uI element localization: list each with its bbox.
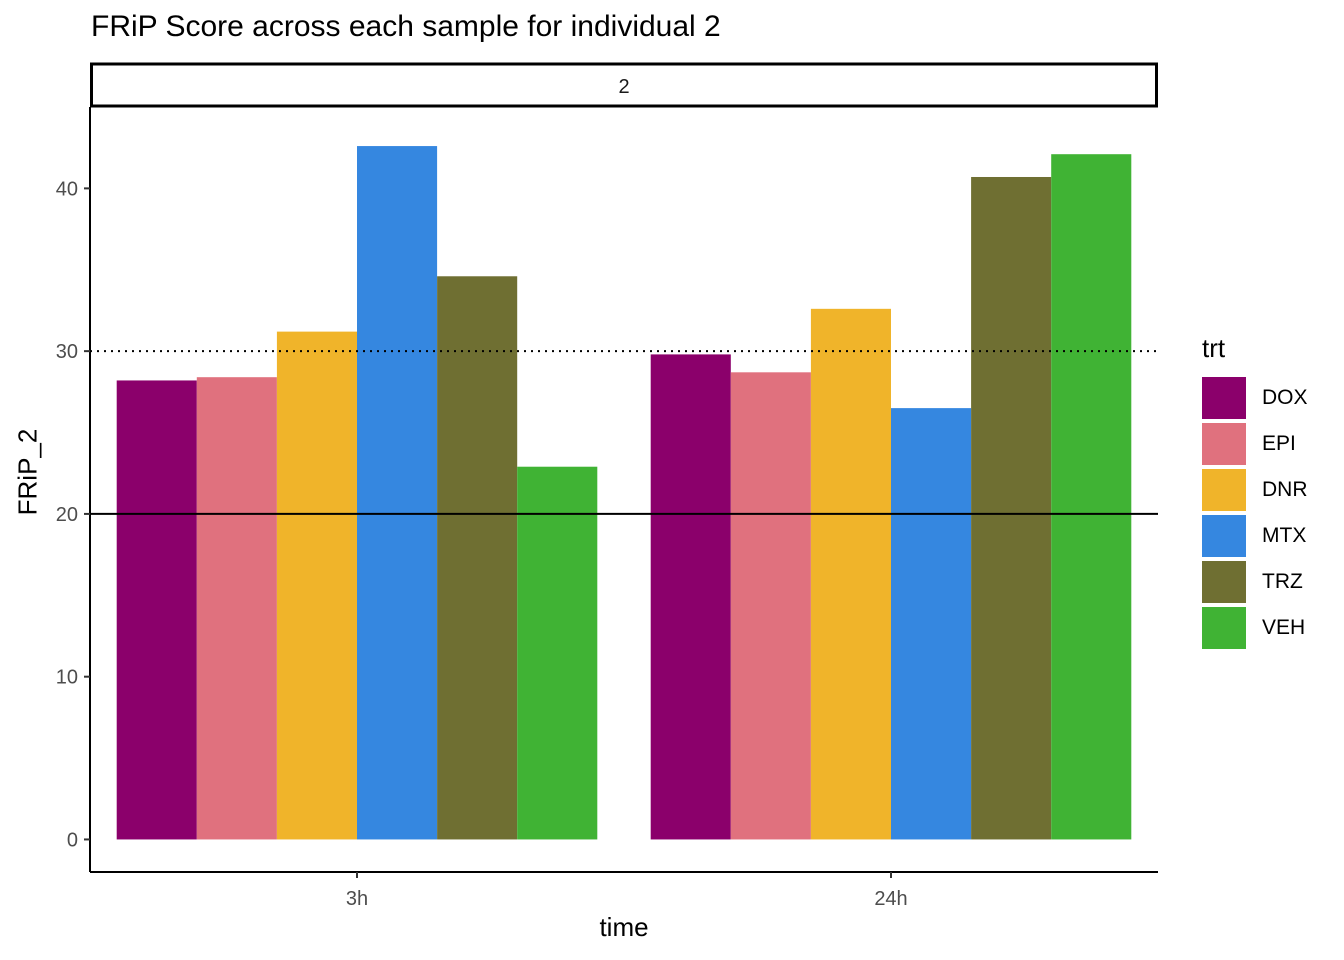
y-tick-label: 40 xyxy=(56,178,78,200)
legend-label: DNR xyxy=(1262,478,1308,501)
legend-item-mtx: MTX xyxy=(1202,513,1308,559)
legend-item-epi: EPI xyxy=(1202,421,1308,467)
y-tick-label: 20 xyxy=(56,504,78,526)
y-tick-label: 0 xyxy=(67,829,78,851)
bar-dnr-24h xyxy=(810,308,891,840)
y-tick-label: 30 xyxy=(56,341,78,363)
bar-dnr-3h xyxy=(276,331,357,840)
legend-title: trt xyxy=(1202,333,1226,363)
legend-item-dox: DOX xyxy=(1202,375,1308,421)
legend-swatch xyxy=(1202,377,1246,419)
bar-dox-3h xyxy=(116,380,197,840)
legend-swatch xyxy=(1202,607,1246,649)
legend-item-dnr: DNR xyxy=(1202,467,1308,513)
legend-item-trz: TRZ xyxy=(1202,559,1308,605)
bar-epi-24h xyxy=(730,372,811,840)
bar-mtx-3h xyxy=(357,146,438,840)
y-axis-label: FRiP_2 xyxy=(12,428,43,516)
bar-veh-3h xyxy=(517,466,598,840)
bar-veh-24h xyxy=(1051,154,1132,840)
legend-swatch xyxy=(1202,469,1246,511)
x-axis-label: time xyxy=(599,912,649,942)
legend-swatch xyxy=(1202,561,1246,603)
legend-label: VEH xyxy=(1262,616,1306,639)
bar-trz-3h xyxy=(437,276,518,840)
legend-label: TRZ xyxy=(1262,570,1303,593)
x-tick-label: 24h xyxy=(874,888,907,910)
x-tick-label: 3h xyxy=(346,888,368,910)
facet-strip xyxy=(90,62,1158,108)
chart-title: FRiP Score across each sample for indivi… xyxy=(91,10,721,43)
bar-mtx-24h xyxy=(891,408,972,840)
bar-trz-24h xyxy=(971,176,1052,840)
legend: DOX EPI DNR MTX TRZ VEH xyxy=(1202,375,1308,651)
bar-dox-24h xyxy=(650,354,731,840)
bar-epi-3h xyxy=(196,377,277,840)
facet-strip-label: 2 xyxy=(618,76,629,98)
legend-label: EPI xyxy=(1262,432,1296,455)
legend-label: MTX xyxy=(1262,524,1307,547)
legend-item-veh: VEH xyxy=(1202,605,1308,651)
legend-swatch xyxy=(1202,423,1246,465)
legend-label: DOX xyxy=(1262,386,1308,409)
legend-swatch xyxy=(1202,515,1246,557)
y-tick-label: 10 xyxy=(56,667,78,689)
